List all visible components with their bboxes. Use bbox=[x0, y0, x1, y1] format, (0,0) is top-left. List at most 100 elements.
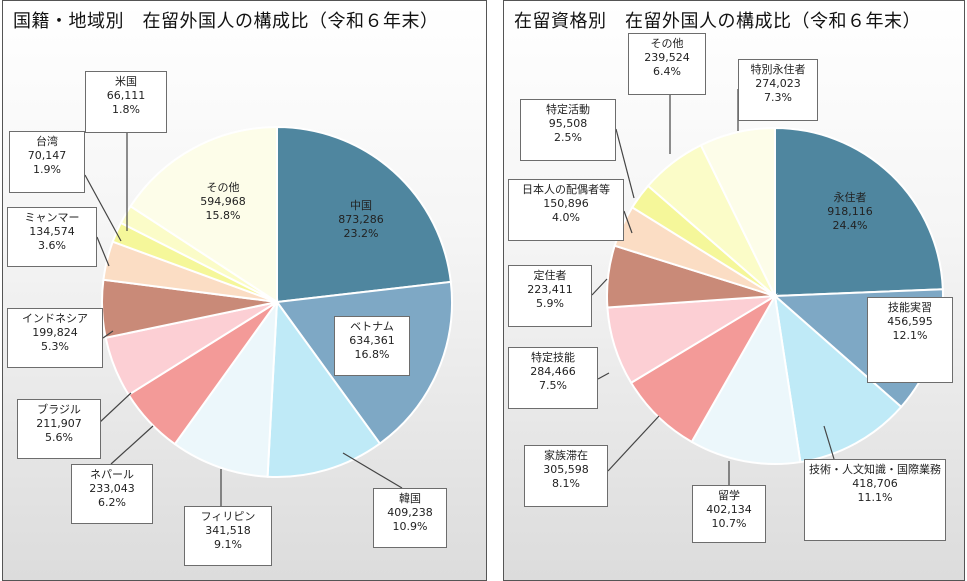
slice-percent: 1.9% bbox=[33, 163, 61, 176]
slice-value: 284,466 bbox=[530, 365, 576, 378]
slice-label: ブラジル 211,907 5.6% bbox=[17, 399, 101, 459]
slice-percent: 3.6% bbox=[38, 239, 66, 252]
slice-percent: 1.8% bbox=[112, 103, 140, 116]
slice-percent: 15.8% bbox=[205, 209, 241, 222]
slice-percent: 10.7% bbox=[711, 517, 747, 530]
slice-label: 中国 873,286 23.2% bbox=[313, 196, 409, 259]
slice-category: 特別永住者 bbox=[750, 63, 806, 76]
nationality-chart-panel: 国籍・地域別 在留外国人の構成比（令和６年末） 中国 873,286 23.2% ベト… bbox=[2, 0, 487, 581]
slice-percent: 2.5% bbox=[554, 131, 582, 144]
slice-category: 台湾 bbox=[36, 135, 58, 148]
slice-category: 米国 bbox=[115, 75, 137, 88]
slice-value: 418,706 bbox=[852, 477, 898, 490]
slice-category: 留学 bbox=[718, 489, 740, 502]
slice-label: 定住者 223,411 5.9% bbox=[508, 265, 592, 327]
slice-value: 95,508 bbox=[548, 117, 588, 130]
slice-value: 873,286 bbox=[338, 213, 384, 226]
pie-slice bbox=[266, 299, 382, 478]
leader-line bbox=[342, 452, 403, 489]
slice-label: 韓国 409,238 10.9% bbox=[373, 488, 447, 548]
slice-category: ブラジル bbox=[37, 403, 81, 416]
slice-value: 918,116 bbox=[827, 205, 873, 218]
slice-label: ベトナム 634,361 16.8% bbox=[334, 316, 410, 376]
slice-value: 239,524 bbox=[644, 51, 690, 64]
leader-line bbox=[591, 278, 608, 296]
pie-slice bbox=[690, 293, 802, 465]
slice-value: 70,147 bbox=[27, 149, 67, 162]
slice-percent: 4.0% bbox=[552, 211, 580, 224]
slice-value: 211,907 bbox=[36, 417, 82, 430]
slice-value: 233,043 bbox=[89, 482, 135, 495]
slice-label: 技能実習 456,595 12.1% bbox=[867, 297, 953, 383]
slice-percent: 6.4% bbox=[653, 65, 681, 78]
slice-value: 341,518 bbox=[205, 524, 251, 537]
slice-category: 韓国 bbox=[399, 492, 421, 505]
status-chart-panel: 在留資格別 在留外国人の構成比（令和６年末） 永住者 918,116 24.4% 技能… bbox=[503, 0, 965, 581]
slice-value: 199,824 bbox=[32, 326, 78, 339]
slice-label: 日本人の配偶者等 150,896 4.0% bbox=[508, 179, 624, 241]
slice-percent: 5.3% bbox=[41, 340, 69, 353]
slice-value: 274,023 bbox=[755, 77, 801, 90]
slice-value: 634,361 bbox=[349, 334, 395, 347]
slice-percent: 24.4% bbox=[832, 219, 868, 232]
slice-label: フィリピン 341,518 9.1% bbox=[184, 506, 272, 566]
leader-line bbox=[110, 425, 154, 465]
slice-category: ネパール bbox=[90, 468, 134, 481]
slice-value: 305,598 bbox=[543, 463, 589, 476]
slice-value: 223,411 bbox=[527, 283, 573, 296]
slice-label: ネパール 233,043 6.2% bbox=[71, 464, 153, 524]
slice-label: 台湾 70,147 1.9% bbox=[9, 131, 85, 193]
slice-category: その他 bbox=[650, 37, 684, 50]
slice-label: 留学 402,134 10.7% bbox=[692, 485, 766, 543]
slice-label: ミャンマー 134,574 3.6% bbox=[7, 207, 97, 267]
leader-line bbox=[84, 174, 122, 242]
slice-value: 409,238 bbox=[387, 506, 433, 519]
pie-slice bbox=[276, 125, 452, 304]
slice-label: その他 594,968 15.8% bbox=[179, 178, 267, 237]
slice-label: 米国 66,111 1.8% bbox=[85, 71, 167, 133]
slice-category: 中国 bbox=[350, 199, 372, 212]
slice-percent: 9.1% bbox=[214, 538, 242, 551]
slice-category: ベトナム bbox=[350, 320, 394, 333]
slice-percent: 8.1% bbox=[552, 477, 580, 490]
slice-percent: 12.1% bbox=[892, 329, 928, 342]
slice-value: 134,574 bbox=[29, 225, 75, 238]
slice-label: 特別永住者 274,023 7.3% bbox=[738, 59, 818, 121]
nationality-pie-chart bbox=[84, 125, 453, 506]
leader-line bbox=[607, 415, 660, 472]
slice-percent: 11.1% bbox=[857, 491, 893, 504]
slice-percent: 5.6% bbox=[45, 431, 73, 444]
slice-category: その他 bbox=[206, 181, 240, 194]
leader-line bbox=[96, 236, 110, 267]
leader-line bbox=[623, 210, 633, 234]
leader-line bbox=[823, 425, 835, 460]
slice-category: 家族滞在 bbox=[544, 449, 588, 462]
slice-value: 66,111 bbox=[106, 89, 146, 102]
slice-category: フィリピン bbox=[200, 510, 256, 523]
slice-percent: 5.9% bbox=[536, 297, 564, 310]
slice-category: 技術・人文知識・国際業務 bbox=[809, 463, 941, 476]
slice-label: 特定活動 95,508 2.5% bbox=[520, 99, 616, 161]
leader-line bbox=[615, 128, 635, 199]
slice-label: 技術・人文知識・国際業務 418,706 11.1% bbox=[804, 459, 946, 541]
slice-label: 永住者 918,116 24.4% bbox=[798, 188, 902, 251]
slice-label: 特定技能 284,466 7.5% bbox=[508, 347, 598, 409]
slice-value: 150,896 bbox=[543, 197, 589, 210]
slice-label: その他 239,524 6.4% bbox=[628, 33, 706, 95]
status-chart-title: 在留資格別 在留外国人の構成比（令和６年末） bbox=[514, 11, 921, 32]
pie-slice bbox=[699, 126, 776, 297]
slice-category: ミャンマー bbox=[24, 211, 80, 224]
slice-category: 特定活動 bbox=[546, 103, 590, 116]
leader-line bbox=[597, 372, 610, 380]
slice-percent: 7.5% bbox=[539, 379, 567, 392]
slice-percent: 6.2% bbox=[98, 496, 126, 509]
slice-category: 定住者 bbox=[533, 269, 567, 282]
slice-percent: 16.8% bbox=[354, 348, 390, 361]
leader-line bbox=[98, 392, 132, 424]
nationality-chart-title: 国籍・地域別 在留外国人の構成比（令和６年末） bbox=[13, 11, 439, 32]
slice-category: インドネシア bbox=[22, 312, 88, 325]
slice-label: インドネシア 199,824 5.3% bbox=[7, 308, 103, 368]
leader-line bbox=[102, 330, 114, 339]
slice-value: 402,134 bbox=[706, 503, 752, 516]
slice-category: 技能実習 bbox=[888, 301, 932, 314]
